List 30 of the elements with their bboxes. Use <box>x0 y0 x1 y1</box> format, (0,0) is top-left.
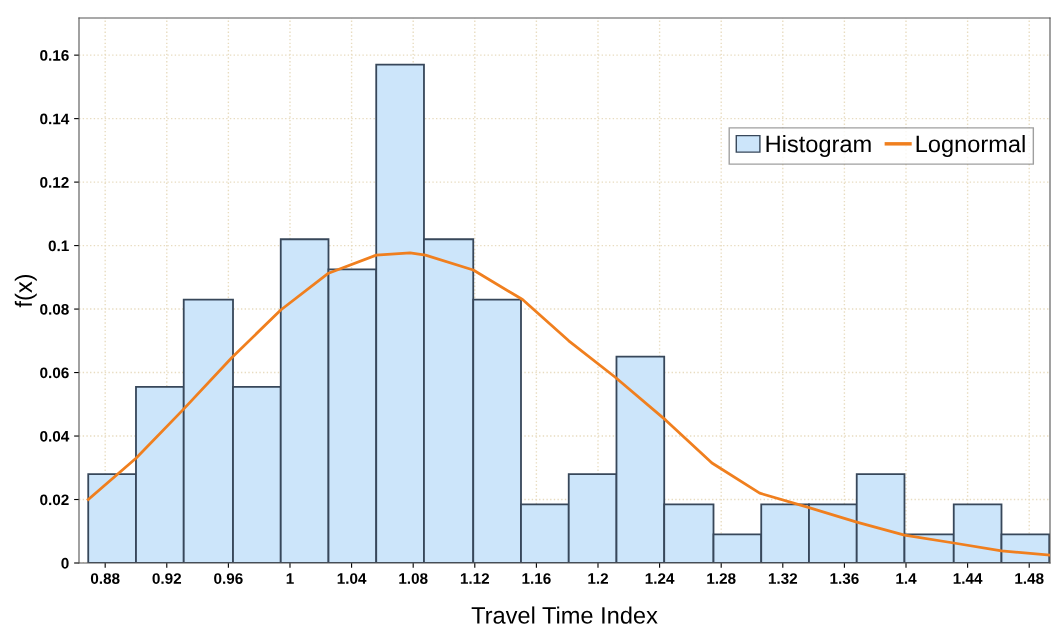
x-tick-label: 0.88 <box>90 573 120 584</box>
x-tick-label: 1.16 <box>522 573 551 584</box>
y-tick-label: 0.08 <box>40 303 69 315</box>
x-tick-label: 1.36 <box>830 573 859 584</box>
y-tick-label: 0 <box>61 557 69 569</box>
x-tick-label: 1.44 <box>953 573 983 584</box>
y-tick-label: 0.1 <box>48 240 69 252</box>
y-tick-label: 0.02 <box>40 494 69 506</box>
x-tick-label: 1.24 <box>645 573 675 584</box>
legend-label: Histogram <box>766 134 871 157</box>
x-tick-label: 0.96 <box>214 573 243 584</box>
y-tick-label: 0.12 <box>40 176 69 188</box>
y-tick-label: 0.14 <box>40 113 70 125</box>
x-tick-label: 1.2 <box>588 573 608 584</box>
x-tick-label: 1 <box>286 573 294 584</box>
x-tick-label: 1.08 <box>399 573 428 584</box>
y-tick-label: 0.04 <box>40 430 70 442</box>
x-axis-title: Travel Time Index <box>471 606 658 624</box>
x-tick-label: 1.04 <box>337 573 367 584</box>
y-tick-label: 0.16 <box>40 50 69 61</box>
x-tick-label: 1.28 <box>707 573 736 584</box>
x-tick-label: 1.4 <box>896 573 917 584</box>
y-axis-title: f(x) <box>14 274 37 308</box>
x-tick-label: 1.48 <box>1015 573 1044 584</box>
x-tick-label: 1.32 <box>768 573 798 584</box>
x-tick-label: 1.12 <box>460 573 490 584</box>
line-series <box>86 251 1050 557</box>
y-tick-label: 0.06 <box>40 367 69 379</box>
x-tick-label: 0.92 <box>152 573 182 584</box>
legend-label: Lognormal <box>916 134 1025 157</box>
